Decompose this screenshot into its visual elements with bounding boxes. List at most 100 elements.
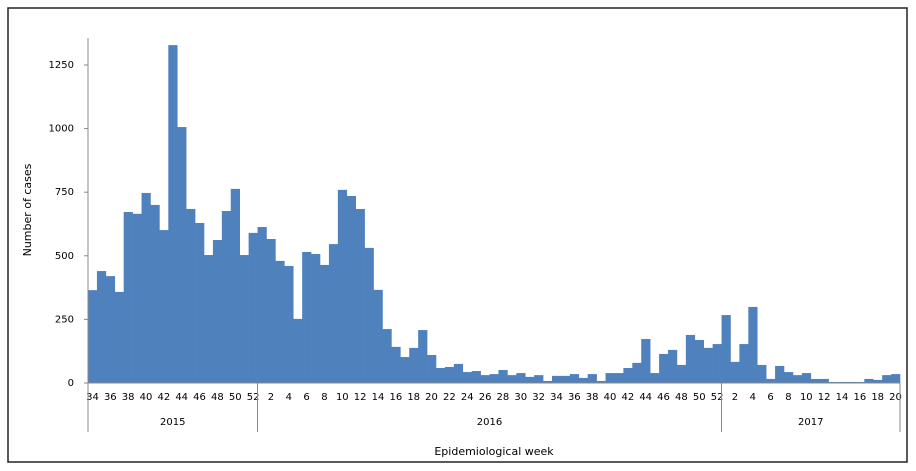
bar xyxy=(525,376,535,383)
y-tick-label: 1000 xyxy=(49,124,74,135)
bar xyxy=(775,365,785,383)
bar xyxy=(132,213,142,383)
bar xyxy=(123,212,133,383)
bar xyxy=(846,381,856,383)
bar xyxy=(221,211,232,383)
x-tick-label: 12 xyxy=(354,392,367,403)
bar xyxy=(311,254,321,383)
bar xyxy=(819,378,829,383)
bar xyxy=(444,366,455,383)
x-tick-label: 42 xyxy=(157,392,170,403)
bar xyxy=(534,375,544,383)
x-tick-label: 18 xyxy=(407,392,420,403)
x-tick-label: 22 xyxy=(443,392,456,403)
x-tick-label: 6 xyxy=(767,392,773,403)
bar xyxy=(248,232,258,383)
x-tick-label: 4 xyxy=(750,392,756,403)
bar xyxy=(543,380,553,383)
x-tick-label: 38 xyxy=(586,392,599,403)
bar xyxy=(320,264,330,383)
bar xyxy=(516,373,526,383)
bar xyxy=(632,362,642,383)
bar xyxy=(507,375,517,383)
x-tick-label: 16 xyxy=(389,392,402,403)
x-tick-label: 46 xyxy=(657,392,670,403)
x-tick-label: 6 xyxy=(303,392,309,403)
bar xyxy=(195,222,205,383)
bar xyxy=(721,315,731,383)
bar xyxy=(605,373,615,383)
x-tick-label: 34 xyxy=(86,392,99,403)
y-tick-label: 0 xyxy=(68,378,74,389)
bar xyxy=(275,260,285,383)
bar xyxy=(685,334,696,383)
bar xyxy=(560,375,571,383)
x-tick-label: 4 xyxy=(286,392,292,403)
bar xyxy=(882,375,892,383)
bar xyxy=(676,364,687,383)
bar xyxy=(498,370,508,383)
bar xyxy=(891,374,901,383)
bar xyxy=(168,45,178,383)
x-tick-label: 32 xyxy=(532,392,545,403)
x-axis-title: Epidemiological week xyxy=(434,445,554,458)
x-tick-label: 10 xyxy=(800,392,813,403)
bar xyxy=(409,347,419,383)
bar xyxy=(337,189,348,383)
bar xyxy=(569,374,580,383)
x-tick-label: 38 xyxy=(122,392,135,403)
x-tick-label: 8 xyxy=(321,392,327,403)
x-tick-label: 24 xyxy=(461,392,474,403)
bar xyxy=(436,367,446,383)
x-tick-label: 52 xyxy=(247,392,260,403)
x-tick-label: 36 xyxy=(104,392,117,403)
x-tick-label: 28 xyxy=(497,392,510,403)
x-tick-label: 16 xyxy=(853,392,866,403)
x-tick-label: 10 xyxy=(336,392,349,403)
bar xyxy=(400,357,410,383)
bar xyxy=(391,346,401,383)
group-label: 2017 xyxy=(798,417,823,428)
x-tick-label: 30 xyxy=(514,392,527,403)
bar xyxy=(757,364,767,383)
bar xyxy=(346,195,356,383)
group-label: 2016 xyxy=(477,417,502,428)
y-tick-label: 500 xyxy=(55,251,74,262)
x-tick-label: 50 xyxy=(229,392,242,403)
bar xyxy=(650,373,660,383)
bar xyxy=(480,375,490,383)
x-tick-label: 40 xyxy=(604,392,617,403)
bar xyxy=(257,227,267,383)
x-tick-label: 36 xyxy=(568,392,581,403)
bar xyxy=(150,204,160,383)
x-tick-label: 48 xyxy=(675,392,688,403)
bar xyxy=(596,380,606,383)
bar xyxy=(96,271,107,383)
bar xyxy=(141,192,151,383)
bar xyxy=(489,374,499,383)
y-tick-label: 750 xyxy=(55,187,74,198)
bar xyxy=(810,378,820,383)
bar xyxy=(114,291,124,383)
bar xyxy=(587,374,597,383)
bar xyxy=(186,208,196,383)
x-tick-label: 20 xyxy=(425,392,438,403)
bar xyxy=(623,367,633,383)
x-tick-label: 42 xyxy=(621,392,634,403)
bar xyxy=(212,240,223,383)
bar xyxy=(641,338,651,383)
bar xyxy=(828,381,838,383)
bar xyxy=(373,289,383,383)
bar xyxy=(302,251,312,383)
x-tick-label: 48 xyxy=(211,392,224,403)
bar xyxy=(864,378,874,383)
bar xyxy=(293,318,303,383)
x-tick-label: 44 xyxy=(175,392,188,403)
bar xyxy=(427,355,437,383)
bar xyxy=(462,372,472,383)
bar xyxy=(694,340,704,383)
bar xyxy=(284,265,294,383)
bar xyxy=(266,238,276,383)
x-tick-label: 34 xyxy=(550,392,563,403)
